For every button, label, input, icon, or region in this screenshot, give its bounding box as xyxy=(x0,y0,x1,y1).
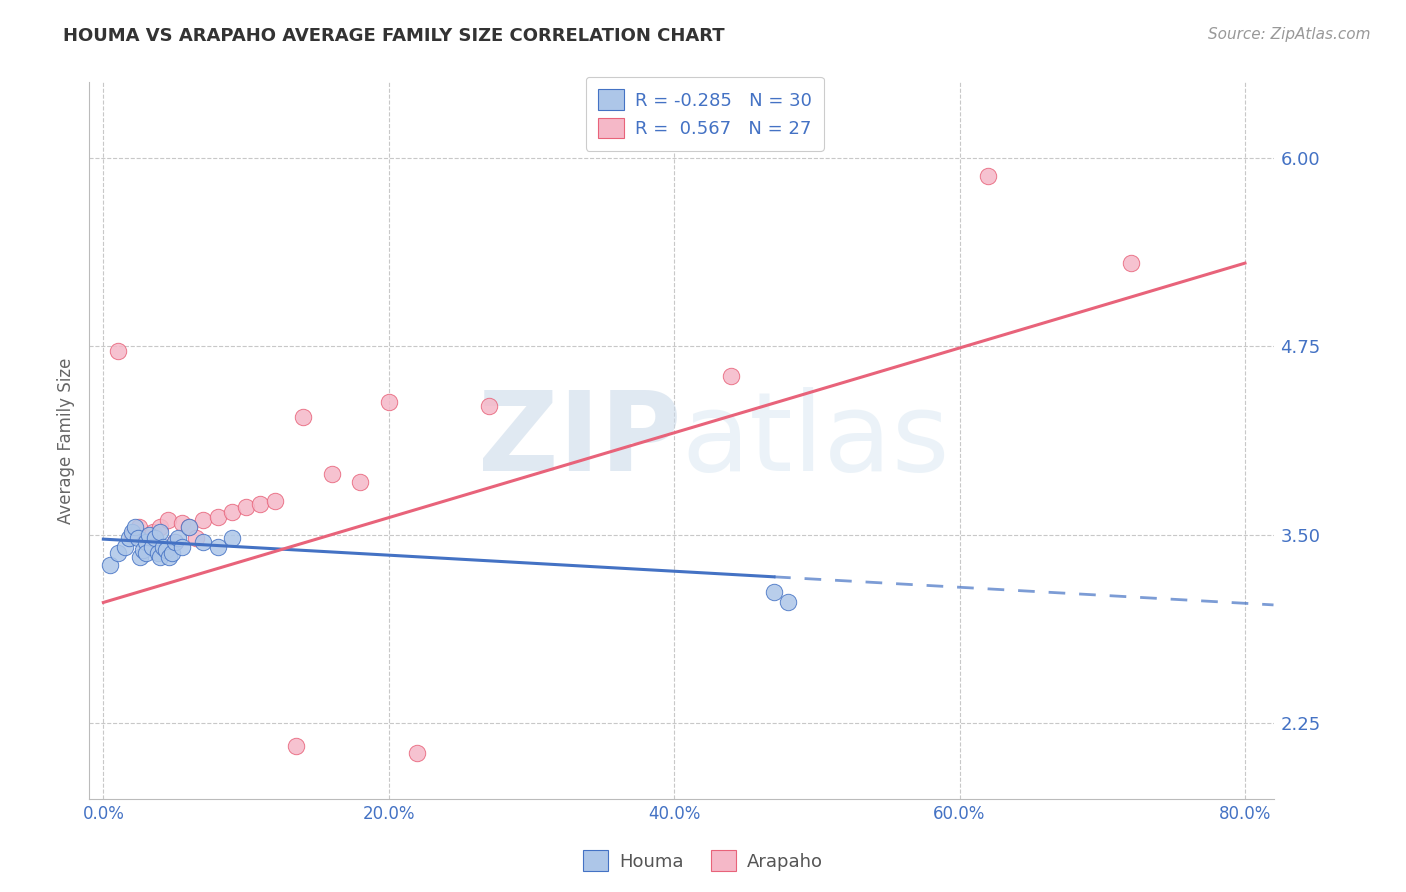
Point xyxy=(170,540,193,554)
Point xyxy=(221,505,243,519)
Point xyxy=(107,546,129,560)
Point xyxy=(149,520,172,534)
Point xyxy=(135,546,157,560)
Y-axis label: Average Family Size: Average Family Size xyxy=(58,357,75,524)
Point xyxy=(156,512,179,526)
Point xyxy=(160,546,183,560)
Point xyxy=(763,585,786,599)
Point xyxy=(478,400,501,414)
Legend: Houma, Arapaho: Houma, Arapaho xyxy=(576,843,830,879)
Point xyxy=(132,542,155,557)
Point xyxy=(207,509,229,524)
Point xyxy=(163,535,186,549)
Point xyxy=(292,409,315,424)
Point xyxy=(135,531,157,545)
Point xyxy=(163,535,186,549)
Point xyxy=(193,535,215,549)
Point xyxy=(135,535,157,549)
Point xyxy=(170,516,193,530)
Text: atlas: atlas xyxy=(682,387,950,494)
Point xyxy=(114,540,136,554)
Point xyxy=(118,531,141,545)
Point xyxy=(121,527,143,541)
Point xyxy=(146,546,169,560)
Point xyxy=(263,494,285,508)
Point xyxy=(249,498,271,512)
Point xyxy=(1119,256,1142,270)
Point xyxy=(193,512,215,526)
Point xyxy=(143,531,166,545)
Point xyxy=(129,550,152,565)
Point xyxy=(166,531,188,545)
Point xyxy=(321,467,343,482)
Text: HOUMA VS ARAPAHO AVERAGE FAMILY SIZE CORRELATION CHART: HOUMA VS ARAPAHO AVERAGE FAMILY SIZE COR… xyxy=(63,27,725,45)
Point xyxy=(100,558,122,572)
Point xyxy=(121,524,143,539)
Point xyxy=(124,520,146,534)
Point xyxy=(977,169,1000,183)
Point xyxy=(149,550,172,565)
Point xyxy=(221,531,243,545)
Point xyxy=(142,524,165,539)
Point xyxy=(107,343,129,358)
Point xyxy=(349,475,371,489)
Text: ZIP: ZIP xyxy=(478,387,682,494)
Point xyxy=(406,746,429,760)
Point xyxy=(778,595,800,609)
Point xyxy=(127,531,149,545)
Point xyxy=(128,520,150,534)
Point xyxy=(177,520,200,534)
Point xyxy=(138,527,160,541)
Point xyxy=(157,550,180,565)
Point xyxy=(235,500,257,515)
Point xyxy=(184,531,207,545)
Text: Source: ZipAtlas.com: Source: ZipAtlas.com xyxy=(1208,27,1371,42)
Point xyxy=(152,540,174,554)
Legend: R = -0.285   N = 30, R =  0.567   N = 27: R = -0.285 N = 30, R = 0.567 N = 27 xyxy=(586,77,824,151)
Point xyxy=(720,369,742,384)
Point xyxy=(285,739,308,753)
Point xyxy=(149,524,172,539)
Point xyxy=(207,540,229,554)
Point xyxy=(377,395,399,409)
Point xyxy=(177,520,200,534)
Point xyxy=(141,540,163,554)
Point xyxy=(155,542,177,557)
